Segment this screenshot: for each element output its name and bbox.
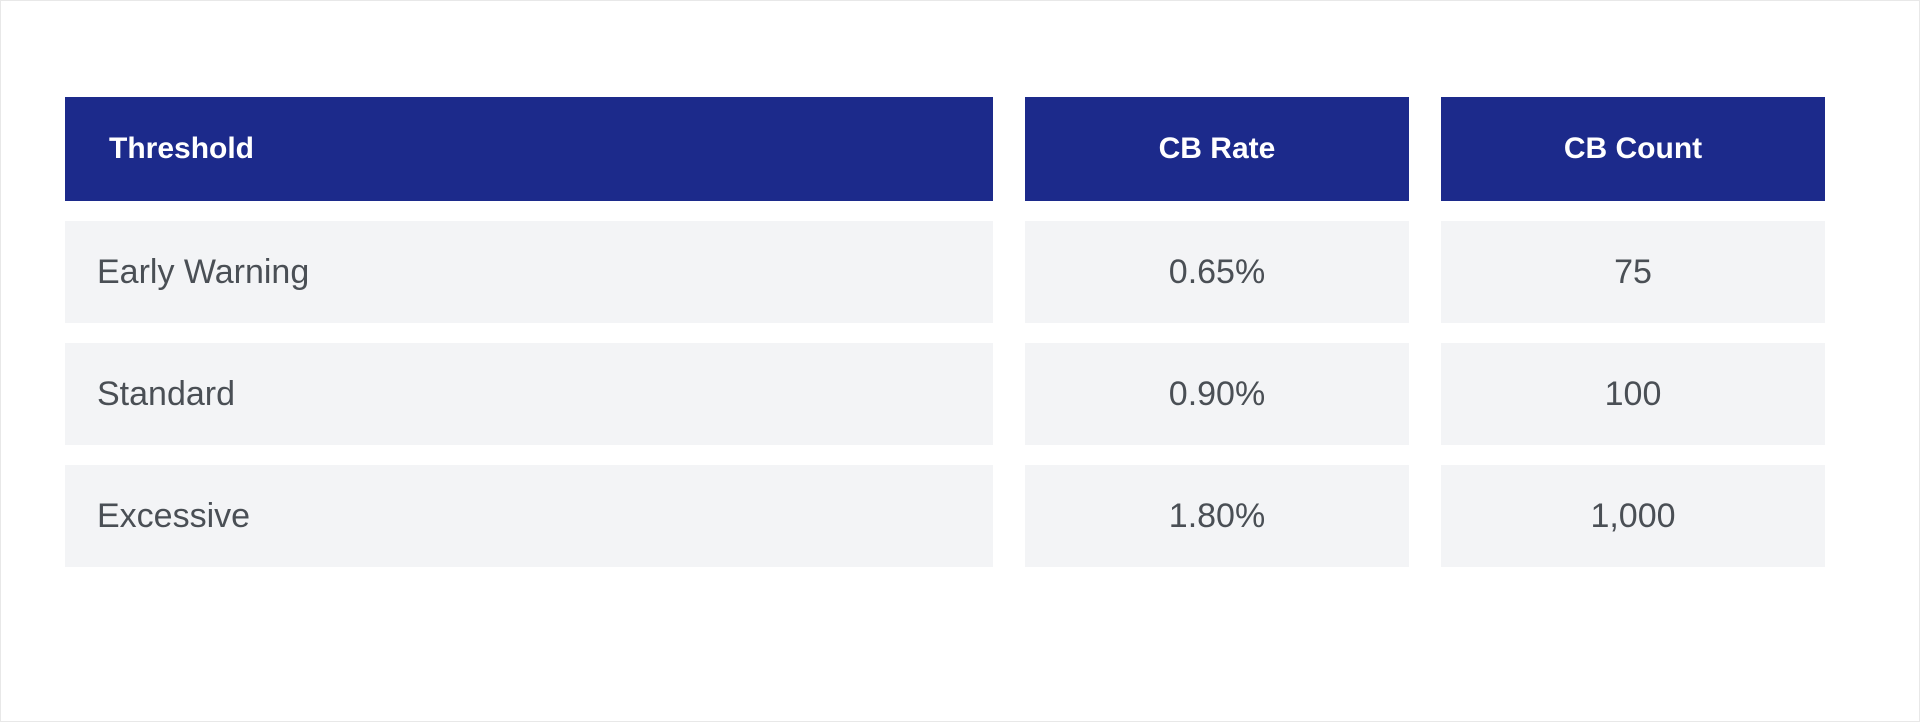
table-cell-cb-rate: 1.80% <box>1025 465 1409 567</box>
table-container: Threshold CB Rate CB Count Early Warning… <box>0 0 1920 722</box>
table-cell-cb-count: 75 <box>1441 221 1825 323</box>
table-cell-cb-count: 100 <box>1441 343 1825 445</box>
table-cell-threshold: Early Warning <box>65 221 993 323</box>
table-cell-cb-rate: 0.65% <box>1025 221 1409 323</box>
table-cell-cb-count: 1,000 <box>1441 465 1825 567</box>
column-header-cb-rate: CB Rate <box>1025 97 1409 201</box>
column-header-cb-count: CB Count <box>1441 97 1825 201</box>
table-cell-threshold: Standard <box>65 343 993 445</box>
table-cell-threshold: Excessive <box>65 465 993 567</box>
threshold-table: Threshold CB Rate CB Count Early Warning… <box>65 97 1855 567</box>
table-cell-cb-rate: 0.90% <box>1025 343 1409 445</box>
column-header-threshold: Threshold <box>65 97 993 201</box>
